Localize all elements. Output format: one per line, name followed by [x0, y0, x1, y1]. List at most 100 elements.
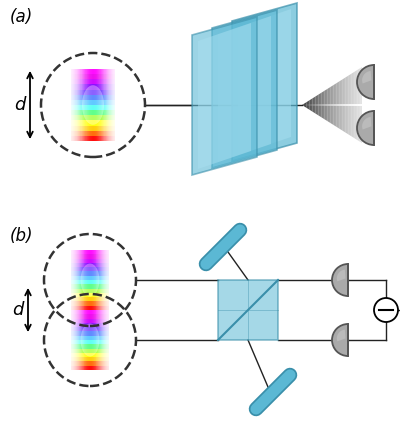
Bar	[107, 297, 108, 301]
Bar	[108, 258, 109, 263]
Bar	[95, 366, 96, 370]
Bar	[100, 74, 101, 79]
Bar	[99, 323, 100, 327]
Bar	[83, 349, 84, 353]
Bar	[101, 267, 102, 272]
Bar	[94, 297, 95, 301]
Bar	[89, 353, 90, 357]
Bar	[81, 349, 82, 353]
Bar	[106, 336, 107, 340]
Bar	[74, 136, 75, 141]
Bar	[96, 272, 97, 276]
Bar	[102, 74, 103, 79]
Bar	[83, 336, 84, 340]
Bar	[114, 136, 115, 141]
Bar	[80, 131, 81, 136]
Text: (a): (a)	[10, 8, 33, 26]
Bar	[94, 115, 95, 120]
Bar	[100, 90, 101, 95]
Bar	[75, 79, 76, 85]
Bar	[95, 120, 96, 126]
Bar	[89, 284, 90, 289]
Bar	[79, 314, 80, 318]
Bar	[98, 280, 99, 284]
Bar	[96, 357, 97, 361]
Bar	[106, 353, 107, 357]
Bar	[73, 79, 74, 85]
Bar	[101, 336, 102, 340]
Bar	[105, 272, 106, 276]
Bar	[95, 306, 96, 310]
Bar	[90, 131, 91, 136]
Bar	[85, 263, 86, 267]
Bar	[77, 306, 78, 310]
Bar	[90, 301, 91, 306]
Bar	[78, 314, 79, 318]
Bar	[75, 293, 76, 297]
Bar	[75, 327, 76, 332]
Bar	[97, 258, 98, 263]
Bar	[89, 95, 90, 100]
Bar	[81, 357, 82, 361]
Bar	[79, 323, 80, 327]
Bar	[103, 100, 104, 105]
Bar	[92, 272, 93, 276]
Bar	[72, 267, 73, 272]
Bar	[74, 85, 75, 90]
Bar	[80, 310, 81, 314]
Bar	[108, 344, 109, 349]
Bar	[81, 306, 82, 310]
Bar	[98, 318, 99, 323]
Bar	[90, 115, 91, 120]
Bar	[75, 306, 76, 310]
Bar	[75, 120, 76, 126]
Bar	[75, 280, 76, 284]
Bar	[74, 272, 75, 276]
Bar	[77, 131, 78, 136]
Bar	[105, 293, 106, 297]
Bar	[113, 105, 114, 110]
Bar	[109, 131, 110, 136]
Bar	[110, 120, 111, 126]
Bar	[92, 297, 93, 301]
Bar	[92, 95, 93, 100]
Bar	[110, 110, 111, 115]
Bar	[78, 361, 79, 366]
Bar	[82, 314, 83, 318]
Polygon shape	[330, 86, 332, 105]
Bar	[71, 126, 72, 131]
Bar	[79, 280, 80, 284]
Bar	[105, 366, 106, 370]
Bar	[73, 353, 74, 357]
Bar	[93, 126, 94, 131]
Bar	[99, 95, 100, 100]
Bar	[88, 272, 89, 276]
Bar	[98, 332, 99, 336]
Polygon shape	[336, 106, 338, 128]
Bar	[72, 327, 73, 332]
Bar	[97, 323, 98, 327]
Bar	[106, 332, 107, 336]
Bar	[75, 69, 76, 74]
Bar	[89, 110, 90, 115]
Bar	[85, 293, 86, 297]
Bar	[85, 310, 86, 314]
Bar	[103, 357, 104, 361]
Bar	[93, 301, 94, 306]
Bar	[86, 110, 87, 115]
Polygon shape	[354, 106, 356, 139]
Polygon shape	[302, 105, 304, 106]
Polygon shape	[311, 105, 312, 112]
Bar	[99, 79, 100, 85]
Bar	[110, 126, 111, 131]
Bar	[95, 297, 96, 301]
Bar	[109, 79, 110, 85]
Bar	[102, 349, 103, 353]
Bar	[93, 306, 94, 310]
Bar	[96, 131, 97, 136]
Bar	[85, 301, 86, 306]
Bar	[84, 131, 85, 136]
Bar	[106, 289, 107, 293]
Bar	[95, 280, 96, 284]
Bar	[105, 79, 106, 85]
